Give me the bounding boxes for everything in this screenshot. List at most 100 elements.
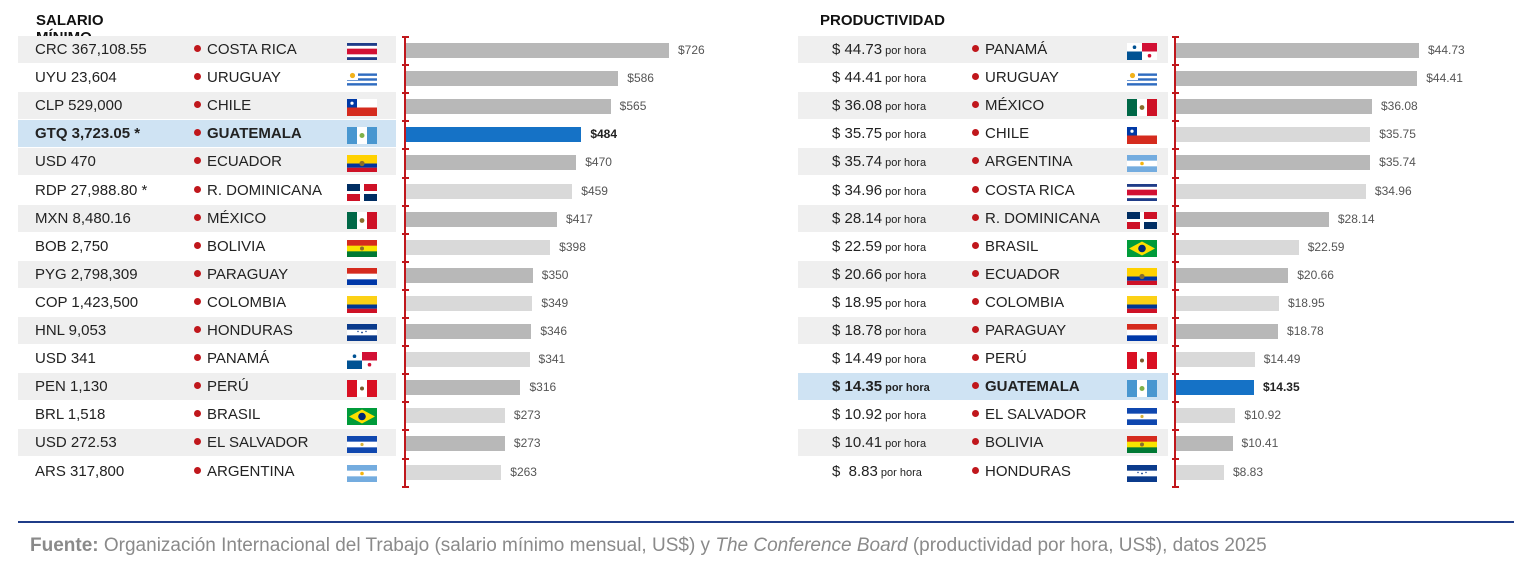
bar-value-label: $22.59 xyxy=(1307,239,1345,254)
unit-label: por hora xyxy=(882,382,930,395)
row-background xyxy=(18,176,396,204)
salario-row-costa-rica: CRC 367,108.55 COSTA RICA xyxy=(18,36,396,64)
row-background xyxy=(18,64,396,92)
bar-value-label: $8.83 xyxy=(1232,464,1263,479)
local-wage-value: COP 1,423,500 xyxy=(35,289,138,317)
row-background xyxy=(798,429,1168,457)
row-background xyxy=(18,92,396,120)
country-name: PERÚ xyxy=(972,345,1027,373)
country-label: COSTA RICA xyxy=(207,41,297,58)
country-name: PARAGUAY xyxy=(194,261,288,289)
bar-value-label: $726 xyxy=(678,43,705,57)
productivity-value: $ 35.75 por hora xyxy=(832,120,926,148)
source-text-b: (productividad por hora, US$), datos 202… xyxy=(907,535,1267,556)
country-label: PARAGUAY xyxy=(207,265,289,283)
productividad-axis-tick xyxy=(1171,485,1179,488)
country-label: COLOMBIA xyxy=(985,293,1065,311)
productivity-value: $ 10.92 por hora xyxy=(832,401,926,429)
productividad-row-el-salvador: $ 10.92 por hora EL SALVADOR xyxy=(798,401,1168,429)
local-wage-value: USD 341 xyxy=(35,345,96,373)
salario-row-colombia: COP 1,423,500 COLOMBIA xyxy=(18,288,396,317)
value-text: $ 20.66 xyxy=(832,265,883,283)
costa-rica-flag-icon xyxy=(1127,183,1157,201)
salario-axis-tick xyxy=(401,373,409,376)
bar-value-label: $565 xyxy=(619,99,647,114)
bar-value-label: $316 xyxy=(529,380,557,395)
bar-value-label: $36.08 xyxy=(1381,99,1418,114)
productividad-title: PRODUCTIVIDAD xyxy=(820,12,946,29)
unit-label: por hora xyxy=(882,438,927,451)
productividad-axis-tick xyxy=(1171,148,1179,151)
country-label: R. DOMINICANA xyxy=(207,181,323,199)
value-text: $ 10.41 xyxy=(832,434,883,452)
country-label: R. DOMINICANA xyxy=(985,209,1101,227)
country-name: CHILE xyxy=(972,120,1029,148)
argentina-flag-icon xyxy=(347,464,377,482)
value-text: CLP 529,000 xyxy=(35,97,123,115)
bullet-dot xyxy=(194,185,201,193)
productividad-row-bolivia: $ 10.41 por hora BOLIVIA xyxy=(798,429,1168,457)
productividad-bar-bolivia xyxy=(1176,436,1233,452)
bullet-dot xyxy=(972,101,979,109)
productividad-row-peru: $ 14.49 por hora PERÚ xyxy=(798,345,1168,373)
salario-axis-tick xyxy=(401,429,409,432)
bullet-dot xyxy=(194,157,201,165)
bar-value-label: $14.35 xyxy=(1262,380,1300,395)
bar-value-label: $398 xyxy=(559,239,586,254)
local-wage-value: RDP 27,988.80 * xyxy=(35,177,147,205)
value-text: $ 36.08 xyxy=(832,97,883,115)
productividad-axis-tick xyxy=(1171,317,1179,319)
local-wage-value: HNL 9,053 xyxy=(35,317,106,345)
country-name: EL SALVADOR xyxy=(194,429,308,457)
dominican-republic-flag-icon xyxy=(1127,211,1157,229)
productividad-axis-tick xyxy=(1171,176,1179,179)
country-label: GUATEMALA xyxy=(985,378,1080,396)
productividad-row-brasil: $ 22.59 por hora BRASIL xyxy=(798,232,1168,261)
value-text: HNL 9,053 xyxy=(35,322,107,339)
country-name: MÉXICO xyxy=(194,205,266,233)
row-background xyxy=(798,317,1168,344)
guatemala-flag-icon xyxy=(1127,380,1157,398)
salario-row-el-salvador: USD 272.53 EL SALVADOR xyxy=(18,429,396,457)
value-text: PEN 1,130 xyxy=(35,378,108,396)
dominican-republic-flag-icon xyxy=(347,183,377,201)
salario-row-bolivia: BOB 2,750 BOLIVIA xyxy=(18,232,396,261)
productivity-value: $ 34.96 por hora xyxy=(832,177,926,205)
local-wage-value: UYU 23,604 xyxy=(35,64,117,92)
bar-value-label: $20.66 xyxy=(1297,267,1334,282)
value-text: $ 18.78 xyxy=(832,322,883,339)
productividad-bar-uruguay xyxy=(1176,71,1418,87)
bullet-dot xyxy=(972,466,979,474)
row-background xyxy=(798,232,1168,260)
row-background xyxy=(18,373,396,401)
productividad-row-paraguay: $ 18.78 por hora PARAGUAY xyxy=(798,317,1168,345)
row-background xyxy=(18,36,396,63)
bar-value-label: $44.73 xyxy=(1428,43,1465,57)
row-background xyxy=(18,457,396,485)
value-text: UYU 23,604 xyxy=(35,69,117,87)
salario-row-brasil: BRL 1,518 BRASIL xyxy=(18,401,396,429)
row-background xyxy=(798,260,1168,288)
bullet-dot xyxy=(972,157,979,165)
source-note: Fuente: Organización Internacional del T… xyxy=(30,535,1267,557)
country-name: ECUADOR xyxy=(972,261,1060,289)
productividad-row-argentina: $ 35.74 por hora ARGENTINA xyxy=(798,148,1168,176)
peru-flag-icon xyxy=(1127,352,1157,370)
value-text: MXN 8,480.16 xyxy=(35,209,131,227)
country-label: MÉXICO xyxy=(207,209,267,227)
bullet-dot xyxy=(194,101,201,109)
row-background xyxy=(18,260,396,288)
salario-bar-r-dominicana xyxy=(406,183,573,199)
chile-flag-icon xyxy=(347,99,377,117)
productivity-value: $ 20.66 por hora xyxy=(832,261,926,289)
salario-bar-ecuador xyxy=(406,155,577,171)
local-wage-value: BRL 1,518 xyxy=(35,401,105,429)
country-label: COSTA RICA xyxy=(985,181,1075,199)
unit-label: por hora xyxy=(882,410,927,423)
local-wage-value: ARS 317,800 xyxy=(35,458,124,486)
bar-value-label: $35.74 xyxy=(1379,155,1416,170)
unit-label: por hora xyxy=(882,101,927,114)
value-text: CRC 367,108.55 xyxy=(35,41,147,58)
local-wage-value: USD 470 xyxy=(35,148,96,176)
value-text: $ 35.75 xyxy=(832,125,883,143)
